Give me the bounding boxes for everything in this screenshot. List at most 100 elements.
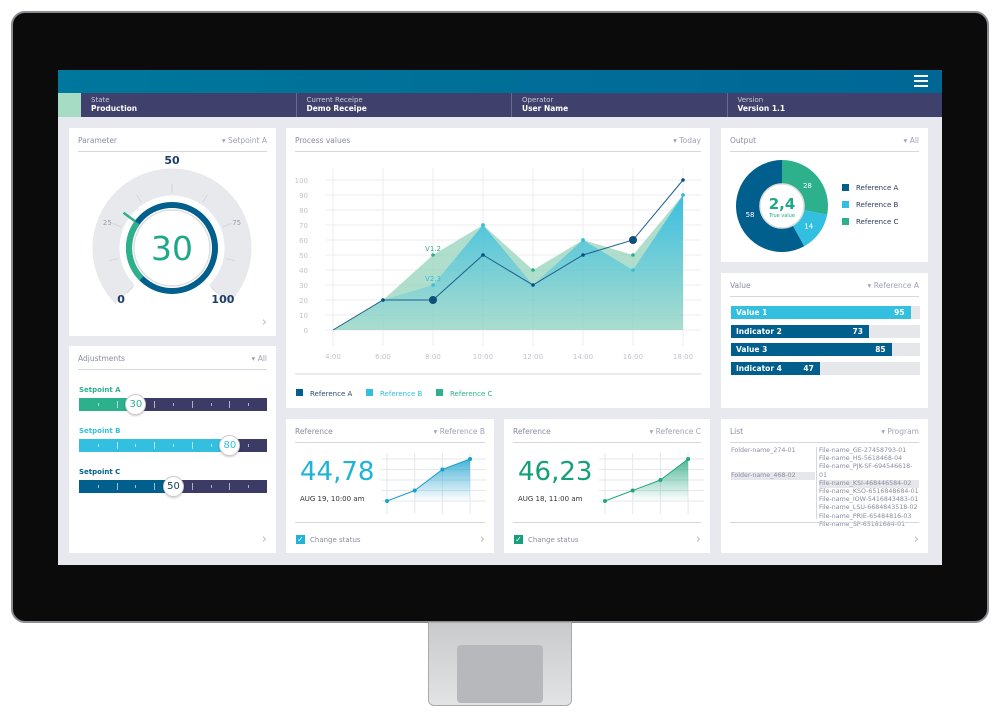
file-item[interactable]: File-name_PRIE-65484816-03 bbox=[819, 512, 912, 520]
chevron-right-icon[interactable]: › bbox=[913, 532, 919, 547]
gauge-tick bbox=[109, 258, 119, 261]
y-tick-label: 100 bbox=[295, 177, 308, 185]
reference-c-dropdown[interactable]: Reference C bbox=[649, 427, 701, 442]
pie-label: 28 bbox=[803, 182, 812, 190]
panel-title: Output bbox=[730, 136, 757, 145]
data-point bbox=[531, 283, 535, 287]
legend-label: Reference B bbox=[380, 390, 422, 398]
reference-c-panel: Reference Reference C 46,23 AUG 18, 11:00… bbox=[504, 419, 710, 553]
slider-handle[interactable]: 50 bbox=[163, 476, 184, 497]
gauge-value-arc bbox=[126, 220, 144, 281]
info-recipe: Current Receipe Demo Receipe bbox=[297, 93, 512, 117]
output-dropdown[interactable]: All bbox=[904, 136, 919, 151]
data-point bbox=[431, 253, 435, 257]
file-item[interactable]: File-name_GE-27458793-01 bbox=[819, 447, 907, 454]
file-item[interactable]: File-name_SP-65181684-01 bbox=[819, 520, 906, 528]
change-status-checkbox[interactable]: ✓ Change status bbox=[296, 535, 361, 544]
setpoint-slider[interactable]: 50 bbox=[79, 476, 267, 497]
data-point bbox=[431, 283, 435, 287]
top-bar bbox=[58, 70, 942, 93]
x-tick-label: 16:00 bbox=[623, 353, 643, 361]
parameter-dropdown[interactable]: Setpoint A bbox=[222, 136, 267, 151]
gauge-tick-label: 0 bbox=[117, 293, 125, 306]
file-item[interactable]: File-name_KSO-6516848684-01 bbox=[819, 488, 919, 496]
file-item[interactable]: File-name_HS-5618468-04 bbox=[819, 455, 903, 463]
folder-item[interactable]: Folder-name_468-02 bbox=[731, 471, 815, 480]
data-point bbox=[381, 298, 385, 302]
slider-label: Setpoint C bbox=[79, 468, 121, 476]
pie-label: 14 bbox=[804, 222, 813, 230]
folder-item[interactable]: Folder-name_274-01 bbox=[731, 447, 796, 454]
legend-swatch bbox=[842, 218, 849, 225]
legend-label: Reference C bbox=[856, 218, 898, 226]
data-point bbox=[440, 467, 445, 472]
x-tick-label: 8:00 bbox=[425, 353, 441, 361]
y-tick-label: 60 bbox=[299, 237, 308, 245]
gauge-tick bbox=[126, 286, 134, 294]
gauge-center bbox=[133, 209, 211, 287]
data-point bbox=[631, 268, 635, 272]
file-item[interactable]: File-name_KSI-468446584-02 bbox=[819, 479, 919, 489]
legend-label: Reference C bbox=[450, 390, 492, 398]
legend-swatch bbox=[296, 389, 303, 396]
adjustments-panel: Adjustments All Setpoint A 30 Setpoint B 80 S… bbox=[69, 346, 276, 553]
legend-swatch bbox=[436, 389, 443, 396]
legend-label: Reference B bbox=[856, 201, 898, 209]
legend-swatch bbox=[366, 389, 373, 396]
setpoint-slider[interactable]: 30 bbox=[79, 394, 267, 415]
file-item[interactable]: File-name_LSU-6684843518-02 bbox=[819, 504, 918, 512]
data-point bbox=[412, 488, 417, 493]
slider-handle[interactable]: 30 bbox=[125, 394, 147, 415]
y-tick-label: 10 bbox=[299, 312, 308, 320]
reference-value: 44,78 bbox=[300, 457, 375, 487]
pie-label: 58 bbox=[746, 211, 755, 219]
gauge-tick-label: 100 bbox=[211, 293, 234, 306]
list-dropdown[interactable]: Program bbox=[881, 427, 919, 442]
info-bar: State Production Current Receipe Demo Rece… bbox=[58, 93, 942, 117]
info-version: Version Version 1.1 bbox=[737, 96, 786, 113]
y-tick-label: 50 bbox=[299, 252, 308, 260]
slider-label: Setpoint A bbox=[79, 386, 121, 394]
panel-title: Reference bbox=[513, 427, 551, 436]
data-point bbox=[468, 457, 473, 461]
data-point bbox=[686, 457, 691, 461]
legend-swatch bbox=[842, 184, 849, 191]
reference-b-dropdown[interactable]: Reference B bbox=[434, 427, 485, 442]
chevron-right-icon[interactable]: › bbox=[261, 315, 267, 330]
info-operator: Operator User Name bbox=[512, 93, 728, 117]
donut-center-label: True value bbox=[768, 213, 795, 219]
slider-handle[interactable]: 80 bbox=[219, 435, 241, 456]
chevron-right-icon[interactable]: › bbox=[479, 532, 485, 547]
setpoint-slider[interactable]: 80 bbox=[79, 435, 267, 456]
hamburger-icon[interactable] bbox=[914, 75, 928, 87]
chevron-right-icon[interactable]: › bbox=[261, 532, 267, 547]
process-values-panel: Process values Today 0 10 20 30 40 50 60 70 80 90 1… bbox=[286, 128, 710, 408]
info-state: State Production bbox=[81, 93, 297, 117]
data-point bbox=[531, 268, 535, 272]
data-point bbox=[631, 253, 635, 257]
data-point bbox=[581, 238, 585, 242]
adjustments-dropdown[interactable]: All bbox=[252, 354, 267, 369]
file-item[interactable]: File-name_IOW-5416843483-01 bbox=[819, 496, 919, 504]
gauge-tick-label: 25 bbox=[103, 219, 112, 227]
data-annotation: V1.2 bbox=[425, 245, 441, 253]
x-tick-label: 6:00 bbox=[375, 353, 391, 361]
panel-title: Value bbox=[730, 281, 751, 290]
panel-title: Process values bbox=[295, 136, 351, 145]
process-dropdown[interactable]: Today bbox=[673, 136, 701, 151]
reference-value: 46,23 bbox=[518, 457, 593, 487]
legend-label: Reference A bbox=[310, 390, 352, 398]
gauge-tick bbox=[210, 286, 218, 294]
change-status-checkbox[interactable]: ✓ Change status bbox=[514, 535, 579, 544]
panel-title: Reference bbox=[295, 427, 333, 436]
data-point bbox=[481, 253, 485, 257]
reference-b-panel: Reference Reference B 44,78 AUG 19, 10:00… bbox=[286, 419, 494, 553]
gauge: 0 25 50 75 100 30 bbox=[92, 156, 252, 306]
file-item[interactable]: File-name_PJK-SF-694546618-01 bbox=[819, 463, 913, 479]
reference-b-sparkline bbox=[381, 453, 486, 514]
chevron-right-icon[interactable]: › bbox=[695, 532, 701, 547]
value-panel: Value Reference A Value 195 Indicator 273 V… bbox=[721, 273, 928, 408]
x-tick-label: 14:00 bbox=[573, 353, 593, 361]
value-dropdown[interactable]: Reference A bbox=[868, 281, 919, 296]
